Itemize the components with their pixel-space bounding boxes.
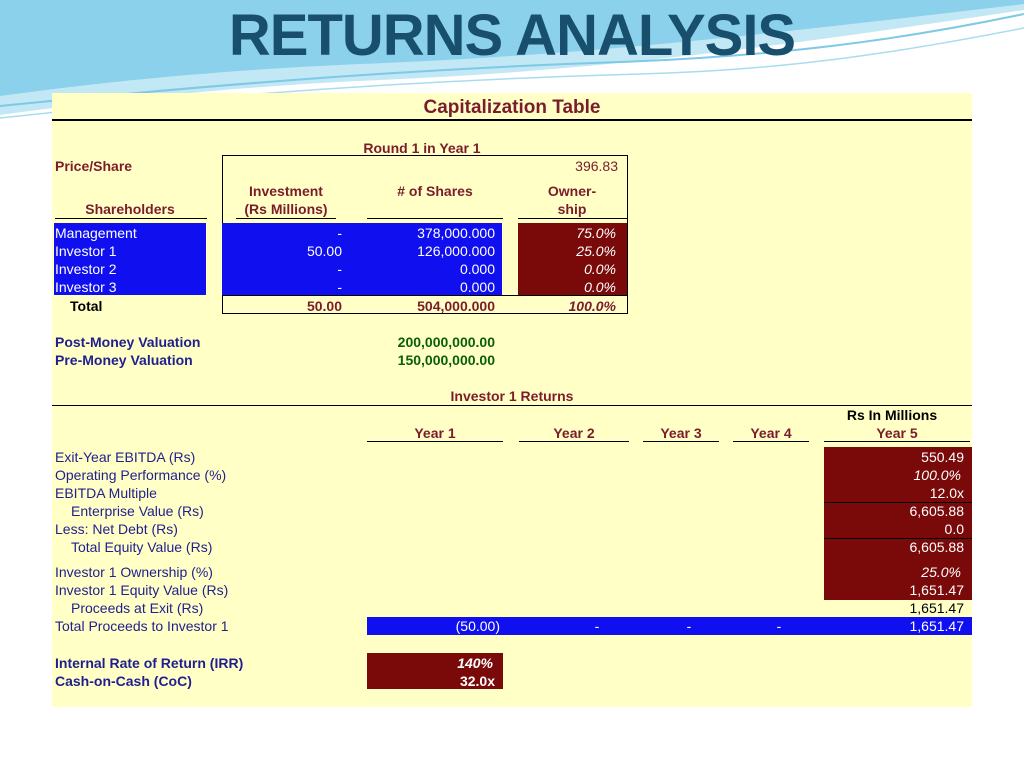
wave-decoration bbox=[0, 0, 1024, 119]
year5-rule bbox=[824, 502, 972, 503]
total-shares: 504,000.000 bbox=[417, 298, 495, 314]
line-label: Investor 1 Equity Value (Rs) bbox=[55, 582, 229, 598]
row-shares: 0.000 bbox=[459, 261, 495, 277]
row-name: Management bbox=[55, 225, 137, 241]
irr-value: 140% bbox=[457, 655, 493, 671]
year5-fill bbox=[824, 447, 972, 600]
row-name: Investor 1 bbox=[55, 243, 117, 259]
header-rule-4 bbox=[518, 218, 628, 219]
year-rule bbox=[519, 441, 629, 442]
names-fill bbox=[54, 223, 206, 295]
values-fill bbox=[222, 223, 502, 295]
year-header: Year 1 bbox=[414, 425, 456, 441]
total-label: Total bbox=[70, 298, 103, 314]
line-value: 550.49 bbox=[921, 449, 964, 465]
header-rule-2 bbox=[236, 218, 336, 219]
pre-money-label: Pre-Money Valuation bbox=[55, 352, 193, 368]
frame-bottom bbox=[222, 313, 628, 314]
ownership-fill bbox=[518, 223, 627, 295]
line-value: 12.0x bbox=[929, 485, 964, 501]
header-rule-1 bbox=[55, 218, 207, 219]
header-investment-2: (Rs Millions) bbox=[244, 201, 328, 217]
line-value: 6,605.88 bbox=[909, 503, 965, 519]
total-investment: 50.00 bbox=[306, 298, 342, 314]
total-proceeds-value: 1,651.47 bbox=[909, 618, 965, 634]
returns-rule bbox=[52, 405, 972, 406]
year-rule bbox=[367, 441, 503, 442]
header-shareholders: Shareholders bbox=[85, 201, 175, 217]
year5-rule bbox=[824, 538, 972, 539]
row-investment: - bbox=[337, 279, 342, 295]
spreadsheet: Capitalization Table Round 1 in Year 1 P… bbox=[52, 93, 972, 707]
line-label: Less: Net Debt (Rs) bbox=[55, 521, 178, 537]
total-proceeds-label: Total Proceeds to Investor 1 bbox=[55, 618, 229, 634]
row-shares: 126,000.000 bbox=[417, 243, 495, 259]
year-header: Year 2 bbox=[553, 425, 595, 441]
frame-top bbox=[222, 155, 628, 156]
row-name: Investor 3 bbox=[55, 279, 117, 295]
total-ownership: 100.0% bbox=[568, 298, 616, 314]
coc-value: 32.0x bbox=[459, 673, 495, 689]
row-shares: 0.000 bbox=[459, 279, 495, 295]
post-money-value: 200,000,000.00 bbox=[397, 334, 495, 350]
line-label: Enterprise Value (Rs) bbox=[71, 503, 204, 519]
row-investment: 50.00 bbox=[306, 243, 342, 259]
line-label: Exit-Year EBITDA (Rs) bbox=[55, 449, 196, 465]
row-ownership: 25.0% bbox=[576, 243, 616, 259]
line-label: EBITDA Multiple bbox=[55, 485, 157, 501]
line-label: Proceeds at Exit (Rs) bbox=[71, 600, 204, 616]
year-header: Year 3 bbox=[660, 425, 702, 441]
total-rule bbox=[222, 295, 628, 296]
row-investment: - bbox=[337, 261, 342, 277]
row-ownership: 0.0% bbox=[584, 279, 616, 295]
total-proceeds-value: (50.00) bbox=[455, 618, 500, 634]
line-value: 100.0% bbox=[913, 467, 961, 483]
title-rule bbox=[52, 119, 972, 121]
line-value: 0.0 bbox=[944, 521, 964, 537]
line-label: Total Equity Value (Rs) bbox=[71, 539, 213, 555]
header-shares: # of Shares bbox=[397, 183, 473, 199]
year-rule bbox=[643, 441, 719, 442]
header-ownership-2: ship bbox=[557, 201, 587, 217]
year-header: Year 4 bbox=[750, 425, 792, 441]
units-label: Rs In Millions bbox=[846, 407, 938, 423]
frame-right bbox=[627, 155, 628, 313]
header-rule-3 bbox=[367, 218, 503, 219]
year-header: Year 5 bbox=[876, 425, 918, 441]
header-ownership-1: Owner- bbox=[547, 183, 597, 199]
coc-label: Cash-on-Cash (CoC) bbox=[55, 673, 192, 689]
post-money-label: Post-Money Valuation bbox=[55, 334, 201, 350]
row-shares: 378,000.000 bbox=[417, 225, 495, 241]
row-ownership: 0.0% bbox=[584, 261, 616, 277]
line-value: 6,605.88 bbox=[909, 539, 965, 555]
header-investment-1: Investment bbox=[249, 183, 323, 199]
year-rule bbox=[733, 441, 809, 442]
pre-money-value: 150,000,000.00 bbox=[397, 352, 495, 368]
line-label: Investor 1 Ownership (%) bbox=[55, 564, 213, 580]
returns-title: Investor 1 Returns bbox=[450, 388, 574, 404]
line-value: 1,651.47 bbox=[909, 582, 965, 598]
line-label: Operating Performance (%) bbox=[55, 467, 227, 483]
page-title: RETURNS ANALYSIS bbox=[228, 3, 796, 68]
total-proceeds-value: - bbox=[594, 618, 600, 634]
irr-label: Internal Rate of Return (IRR) bbox=[55, 655, 244, 671]
row-ownership: 75.0% bbox=[576, 225, 616, 241]
row-name: Investor 2 bbox=[55, 261, 117, 277]
total-proceeds-value: - bbox=[776, 618, 782, 634]
total-proceeds-value: - bbox=[686, 618, 692, 634]
line-value: 1,651.47 bbox=[909, 600, 965, 616]
row-investment: - bbox=[337, 225, 342, 241]
year-rule bbox=[824, 441, 970, 442]
irr-coc-fill bbox=[367, 653, 503, 689]
price-share-label: Price/Share bbox=[55, 158, 133, 174]
price-share-value: 396.83 bbox=[575, 158, 618, 174]
line-value: 25.0% bbox=[921, 564, 961, 580]
total-proceeds-fill bbox=[367, 617, 972, 635]
round-label: Round 1 in Year 1 bbox=[363, 140, 481, 156]
cap-table-title: Capitalization Table bbox=[423, 97, 601, 118]
